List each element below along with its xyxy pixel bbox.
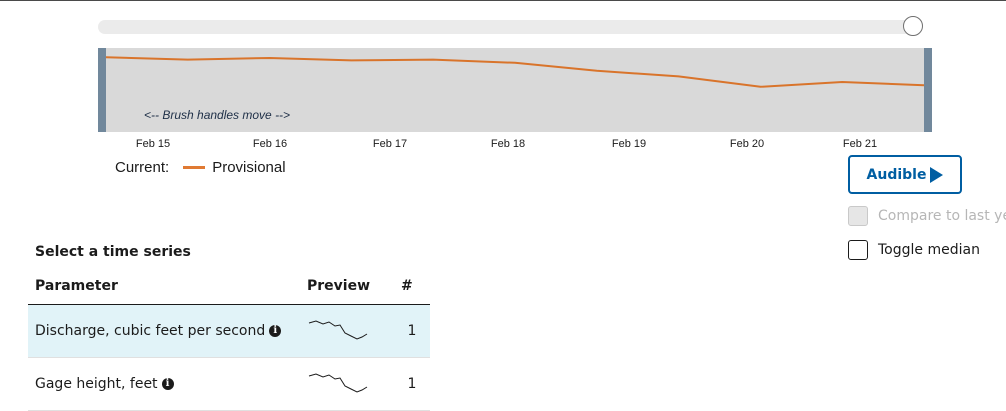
checkbox-box[interactable] — [848, 240, 868, 260]
brush-hint-text: <-- Brush handles move --> — [144, 108, 291, 122]
parameter-cell: Gage height, feet i — [28, 357, 300, 411]
sparkline-line — [308, 320, 368, 340]
compare-last-year-checkbox[interactable]: Compare to last ye — [848, 206, 1006, 226]
info-icon[interactable]: i — [161, 378, 174, 390]
checkbox-label: Toggle median — [878, 242, 980, 258]
audible-button-label: Audible — [866, 166, 927, 183]
table-row[interactable]: Gage height, feet i 1 — [28, 357, 430, 411]
sparkline-line — [308, 373, 368, 393]
sparkline-preview — [308, 373, 368, 393]
chart-legend: Current: Provisional — [115, 159, 286, 176]
count-cell: 1 — [394, 357, 430, 411]
brush-plot — [105, 56, 925, 88]
x-tick-label: Feb 18 — [490, 138, 526, 150]
slider-thumb[interactable] — [903, 16, 923, 36]
preview-cell — [300, 357, 394, 411]
legend-prefix: Current: — [115, 159, 170, 176]
preview-cell — [300, 304, 394, 358]
legend-series-label: Provisional — [212, 159, 286, 176]
toggle-median-checkbox[interactable]: Toggle median — [848, 240, 980, 260]
info-icon[interactable]: i — [269, 325, 282, 337]
section-title: Select a time series — [35, 244, 191, 260]
count-cell: 1 — [394, 304, 430, 358]
header-count: # — [394, 268, 430, 305]
header-parameter: Parameter — [28, 268, 300, 305]
checkbox-box[interactable] — [848, 206, 868, 226]
header-preview: Preview — [300, 268, 394, 305]
x-tick-label: Feb 15 — [135, 138, 171, 150]
table-header-row: Parameter Preview # — [28, 268, 430, 305]
brush-chart[interactable]: <-- Brush handles move --> — [98, 48, 932, 132]
series-line-provisional — [105, 56, 925, 88]
x-tick-label: Feb 19 — [611, 138, 647, 150]
x-tick-label: Feb 20 — [729, 138, 765, 150]
audible-button[interactable]: Audible — [848, 155, 962, 194]
brush-handle-right[interactable] — [924, 48, 932, 132]
parameter-name: Discharge, cubic feet per second — [35, 323, 266, 339]
legend-line-swatch — [183, 166, 206, 169]
table-row[interactable]: Discharge, cubic feet per second i 1 — [28, 304, 430, 358]
x-tick-label: Feb 17 — [372, 138, 408, 150]
brush-handle-left[interactable] — [98, 48, 106, 132]
parameter-cell: Discharge, cubic feet per second i — [28, 304, 300, 358]
sparkline-preview — [308, 320, 368, 340]
window-top-border — [0, 0, 1006, 1]
checkbox-label: Compare to last ye — [878, 208, 1006, 224]
play-icon — [930, 166, 944, 183]
x-tick-label: Feb 21 — [842, 138, 878, 150]
x-tick-label: Feb 16 — [252, 138, 288, 150]
parameter-name: Gage height, feet — [35, 376, 158, 392]
date-range-slider[interactable] — [98, 20, 918, 34]
time-series-table: Parameter Preview # Discharge, cubic fee… — [28, 268, 430, 411]
